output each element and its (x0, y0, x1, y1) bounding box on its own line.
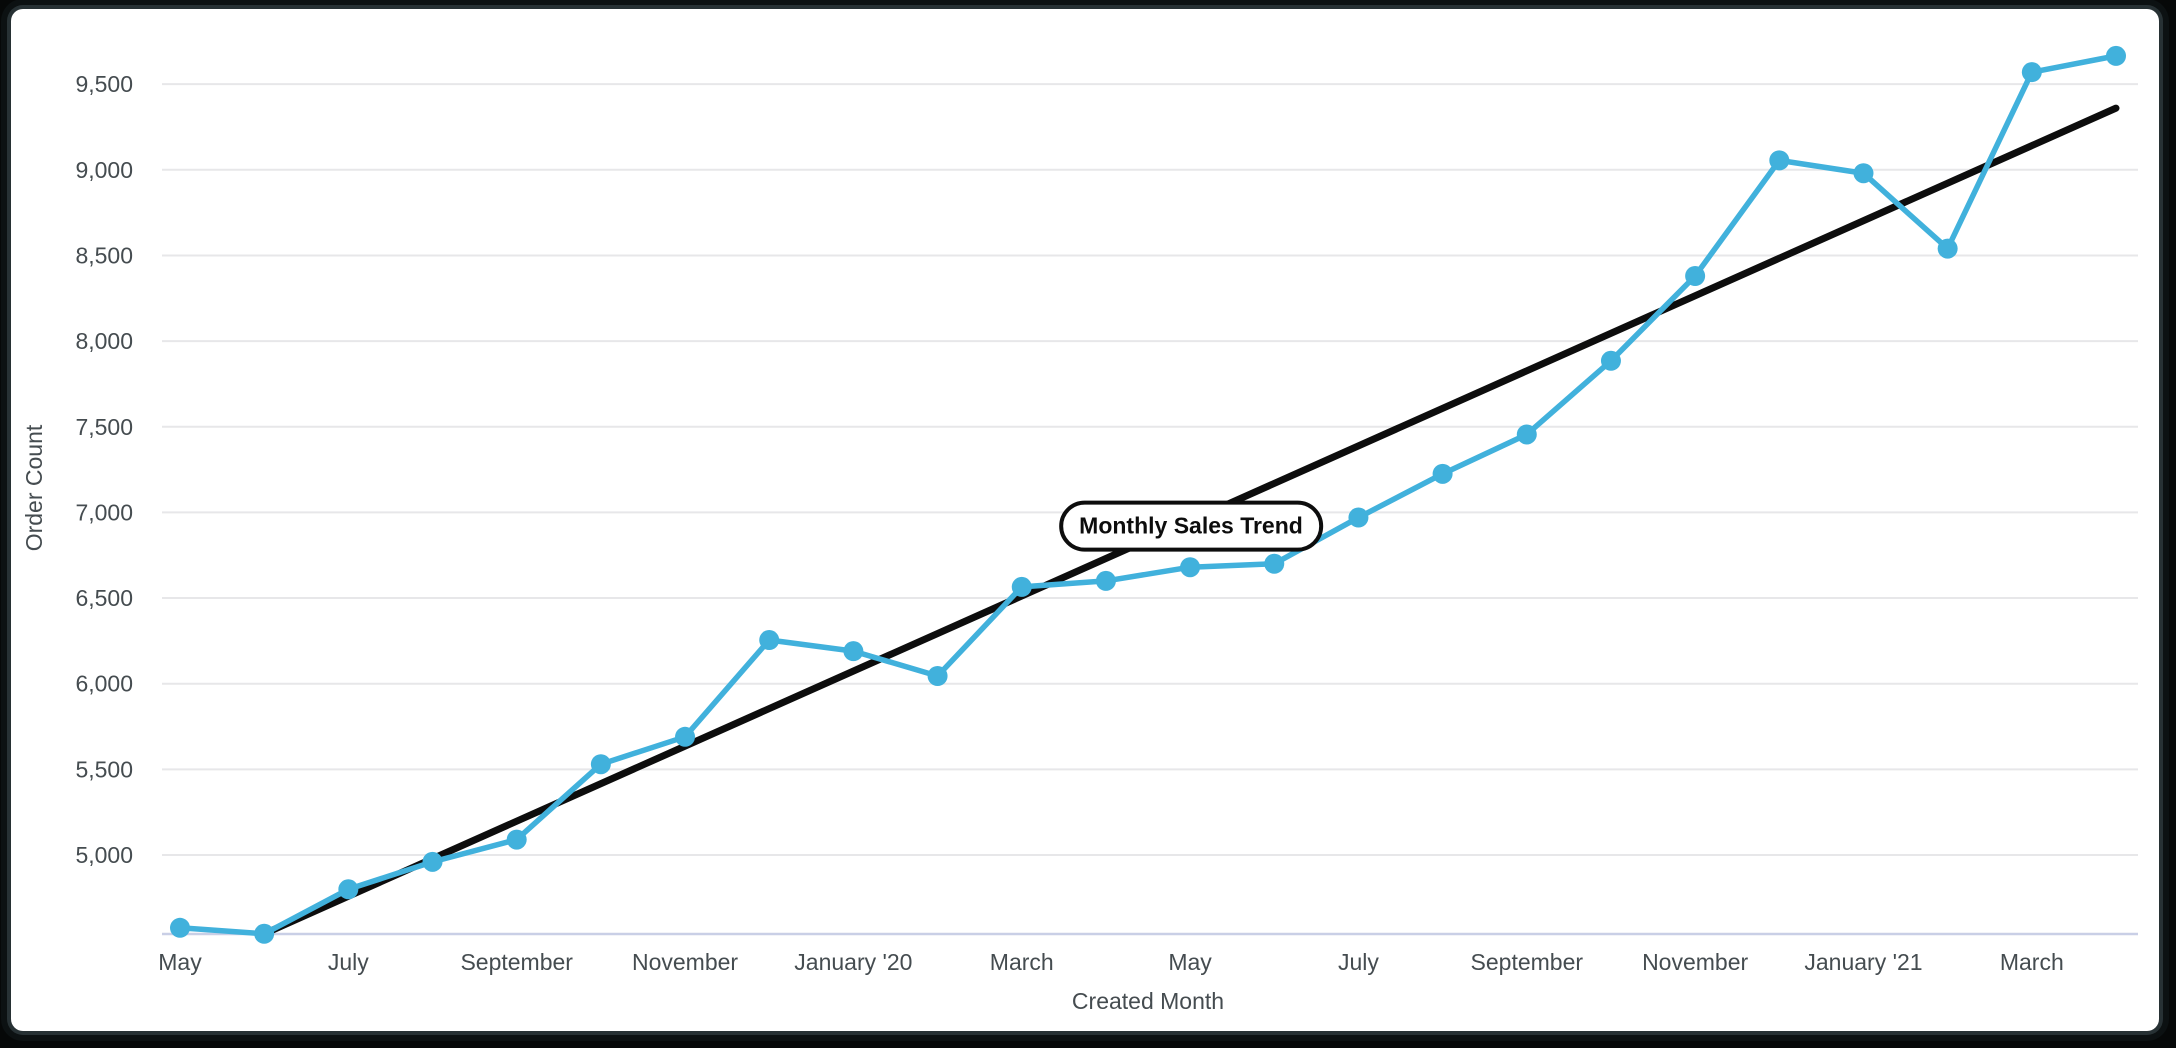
data-point-marker[interactable] (1685, 266, 1706, 287)
data-point-marker[interactable] (1264, 553, 1285, 574)
y-tick-label: 8,500 (75, 242, 133, 268)
y-tick-label: 5,000 (75, 842, 133, 868)
data-point-marker[interactable] (759, 630, 780, 651)
x-tick-label: March (2000, 949, 2064, 975)
y-tick-label: 9,500 (75, 71, 133, 97)
data-point-marker[interactable] (590, 754, 611, 775)
data-point-marker[interactable] (1348, 507, 1369, 528)
data-point-marker[interactable] (675, 726, 696, 747)
y-tick-label: 5,500 (75, 756, 133, 782)
data-point-marker[interactable] (1769, 150, 1790, 171)
sales-line (177, 53, 2119, 937)
data-point-marker[interactable] (2021, 62, 2042, 83)
y-tick-label: 8,000 (75, 328, 133, 354)
data-point-marker[interactable] (1937, 238, 1958, 259)
y-tick-label: 7,000 (75, 499, 133, 525)
x-tick-label: July (328, 949, 369, 975)
data-point-marker[interactable] (1600, 350, 1621, 371)
x-tick-label: September (1471, 949, 1584, 975)
data-point-marker[interactable] (422, 851, 443, 872)
y-tick-label: 7,500 (75, 414, 133, 440)
x-tick-label: November (1642, 949, 1748, 975)
x-tick-label: July (1338, 949, 1379, 975)
data-point-marker[interactable] (1095, 570, 1116, 591)
data-point-marker[interactable] (170, 917, 190, 938)
x-tick-label: May (1168, 949, 1212, 975)
x-tick-label: January '21 (1804, 949, 1922, 975)
x-tick-label: March (990, 949, 1054, 975)
chart-annotation-pill[interactable]: Monthly Sales Trend (1059, 500, 1323, 552)
data-point-marker[interactable] (506, 829, 527, 850)
data-point-marker[interactable] (1853, 163, 1874, 184)
data-point-marker[interactable] (2106, 45, 2126, 66)
y-tick-label: 6,500 (75, 585, 133, 611)
data-point-marker[interactable] (1516, 424, 1537, 445)
x-tick-label: January '20 (794, 949, 912, 975)
y-axis-title: Order Count (21, 424, 47, 551)
data-point-marker[interactable] (1011, 576, 1032, 597)
data-point-marker[interactable] (1180, 557, 1201, 578)
y-tick-label: 9,000 (75, 157, 133, 183)
x-tick-label: May (158, 949, 202, 975)
x-tick-label: September (460, 949, 573, 975)
data-point-marker[interactable] (254, 923, 275, 944)
data-point-marker[interactable] (927, 665, 948, 686)
x-axis-title: Created Month (1072, 988, 1224, 1014)
x-tick-label: November (632, 949, 738, 975)
y-tick-label: 6,000 (75, 671, 133, 697)
data-point-marker[interactable] (1432, 463, 1453, 484)
data-point-marker[interactable] (843, 641, 864, 662)
data-point-marker[interactable] (338, 879, 359, 900)
